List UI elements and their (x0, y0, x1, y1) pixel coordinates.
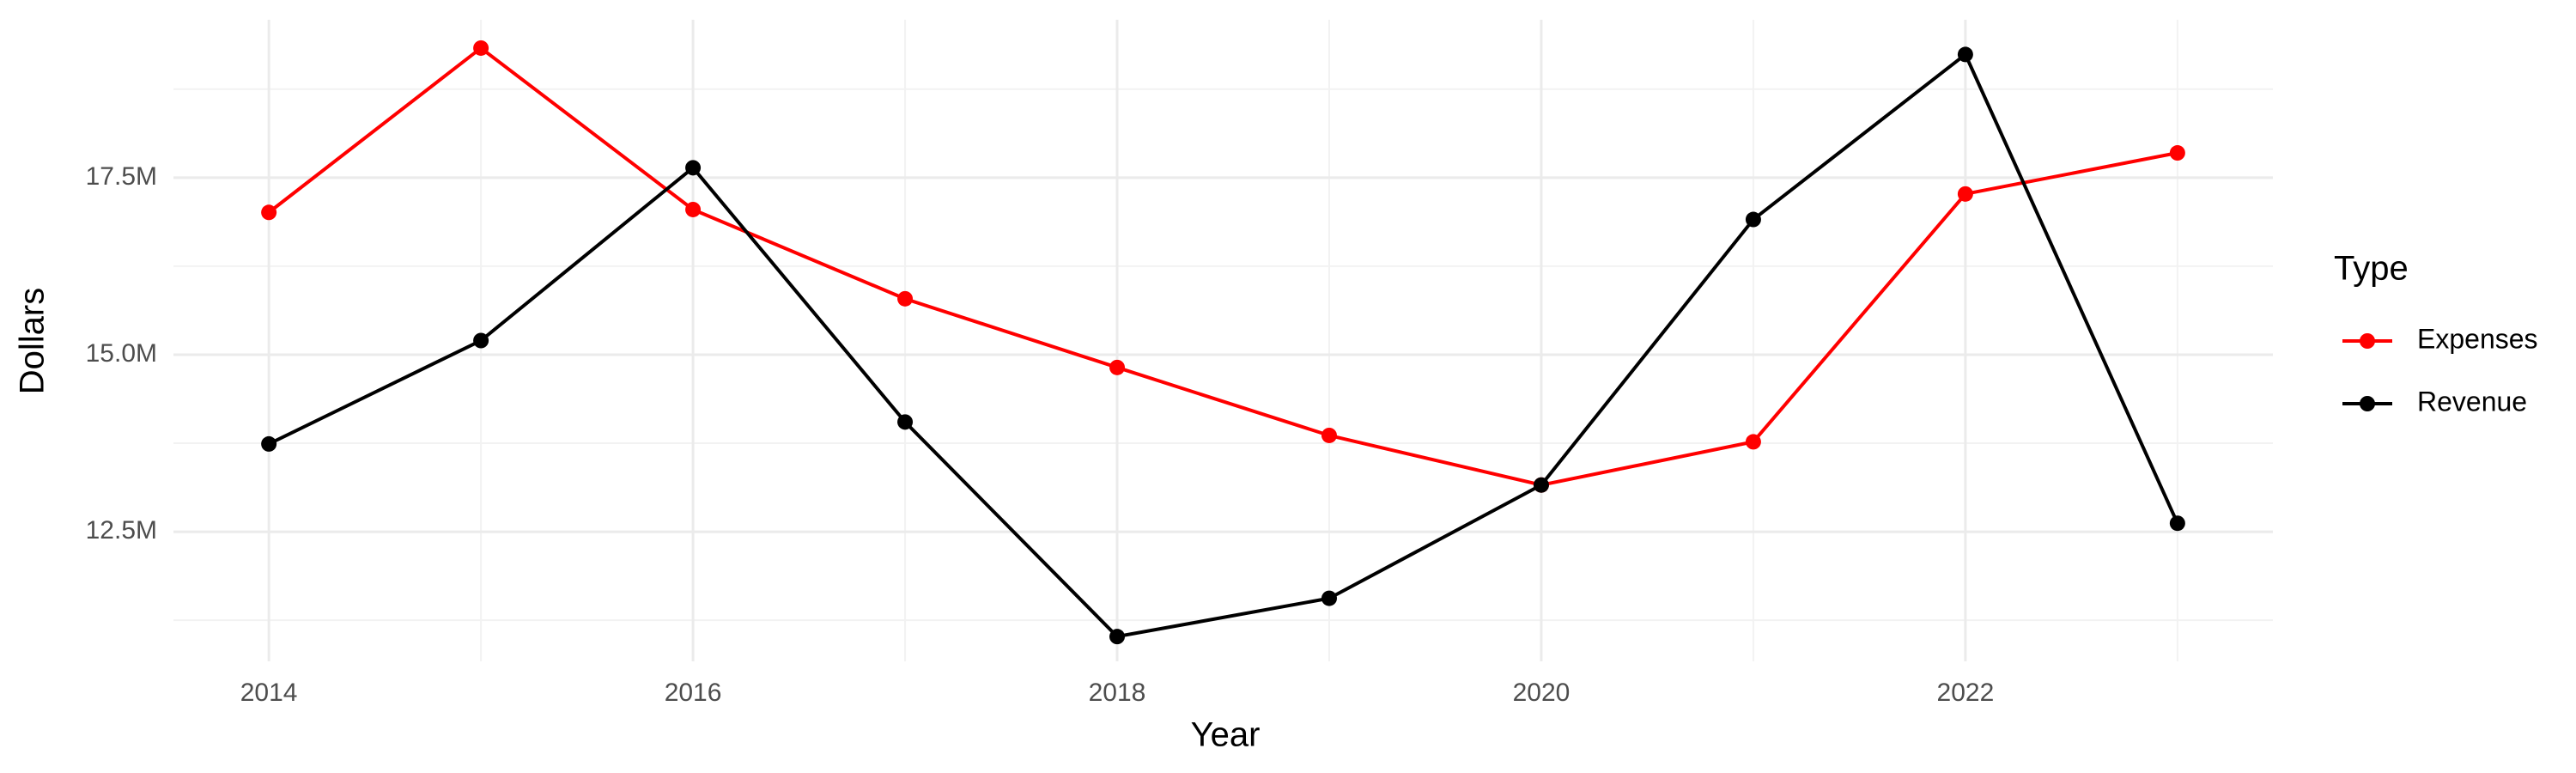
data-point (261, 204, 277, 221)
data-point (1109, 359, 1126, 375)
data-point (897, 290, 914, 307)
data-point (2169, 515, 2185, 532)
data-point (1745, 434, 1761, 450)
data-point (685, 160, 702, 176)
data-point (1745, 211, 1761, 228)
data-point (1109, 629, 1126, 645)
legend-label: Revenue (2417, 386, 2527, 417)
y-tick-label: 17.5M (86, 162, 157, 191)
x-tick-label: 2014 (240, 679, 298, 707)
data-point (2169, 145, 2185, 161)
legend-key-point (2360, 333, 2375, 349)
data-point (261, 435, 277, 452)
data-point (1957, 186, 1973, 202)
data-point (685, 201, 702, 217)
data-point (473, 332, 489, 349)
y-tick-label: 12.5M (86, 516, 157, 545)
data-point (1533, 477, 1549, 493)
data-point (1321, 590, 1337, 606)
x-tick-label: 2016 (665, 679, 722, 707)
data-point (1321, 427, 1337, 443)
legend-key-point (2360, 396, 2375, 411)
data-point (1957, 46, 1973, 63)
x-tick-label: 2020 (1513, 679, 1571, 707)
legend-title: Type (2334, 250, 2409, 288)
series-line (267, 46, 2178, 487)
x-tick-label: 2022 (1937, 679, 1995, 707)
x-axis-title: Year (1191, 716, 1261, 754)
legend-label: Expenses (2417, 323, 2538, 354)
y-axis-title: Dollars (14, 288, 52, 394)
data-point (897, 414, 914, 430)
data-point (473, 40, 489, 56)
series-line (268, 52, 2179, 639)
x-tick-label: 2018 (1089, 679, 1146, 707)
y-tick-label: 15.0M (86, 339, 157, 368)
